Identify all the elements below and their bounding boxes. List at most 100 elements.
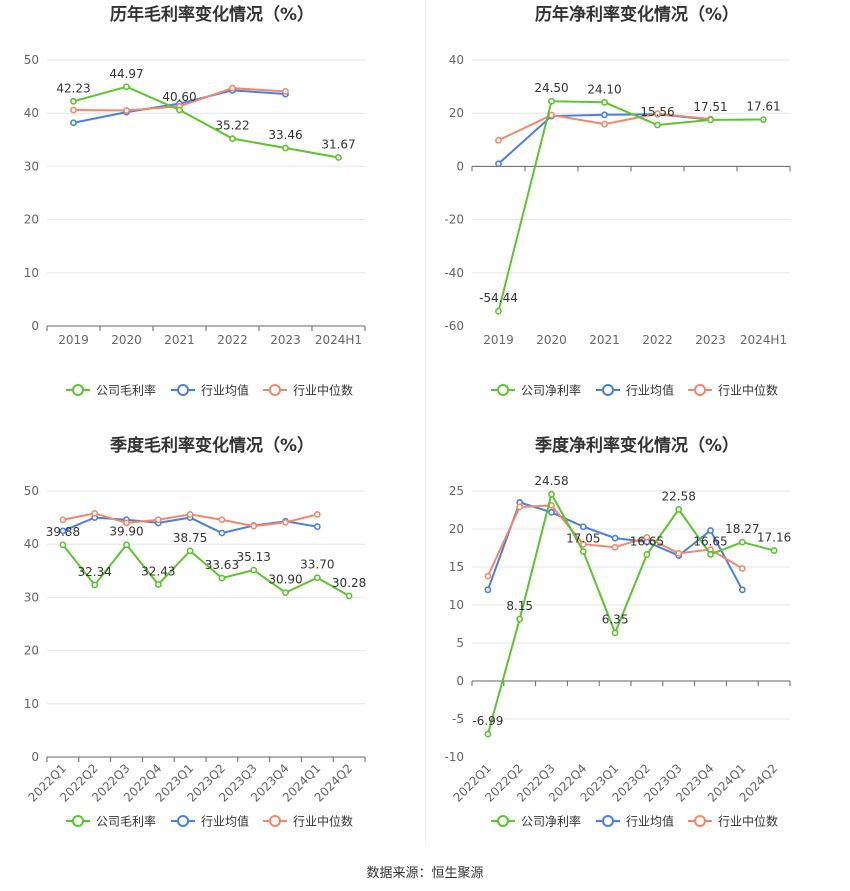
legend-marker	[269, 815, 281, 827]
data-point-company	[548, 97, 555, 105]
data-point-company	[91, 581, 99, 589]
legend-item-company: 公司净利率	[491, 383, 581, 398]
data-point-median	[548, 111, 555, 119]
chart-quarterly-gross-svg: 季度毛利率变化情况（%）010203040502022Q12022Q22022Q…	[24, 435, 367, 829]
data-point-company	[484, 730, 492, 738]
data-point-median	[250, 522, 258, 530]
data-label: 39.90	[109, 525, 143, 539]
legend-label: 行业中位数	[718, 814, 778, 829]
y-tick-label: 5	[456, 636, 464, 650]
legend-marker	[602, 384, 614, 396]
data-label: 17.51	[693, 100, 727, 114]
data-point-company	[154, 581, 162, 588]
data-point-median	[601, 120, 608, 128]
y-tick-label: 40	[24, 106, 39, 120]
data-point-median	[516, 503, 524, 511]
data-point-median	[123, 519, 130, 527]
y-tick-label: 30	[24, 590, 39, 604]
data-point-company	[313, 574, 321, 582]
legend-marker	[72, 815, 84, 827]
data-point-company	[123, 83, 130, 91]
data-label: 40.60	[162, 90, 196, 104]
y-tick-label: 20	[24, 644, 39, 658]
legend-item-avg: 行业均值	[171, 814, 249, 829]
chart-annual-gross-svg: 历年毛利率变化情况（%） 0 10 20 30 40 50 2019 2020 2021 2022 2…	[24, 4, 366, 398]
chart-title: 季度净利率变化情况（%）	[535, 435, 739, 456]
data-point-avg	[707, 527, 714, 534]
data-point-median	[154, 516, 162, 524]
data-point-company	[516, 615, 524, 623]
legend-label: 行业均值	[626, 383, 674, 398]
data-label: 33.70	[300, 558, 334, 572]
chart-annual-net-svg: 历年净利率变化情况（%） -60 -40 -20 0 20 40 2019 2020 2021 20…	[444, 4, 791, 398]
data-point-median	[282, 518, 289, 526]
legend-item-company: 公司毛利率	[66, 814, 156, 829]
legend-label: 公司毛利率	[96, 383, 156, 398]
y-tick-label: -40	[444, 266, 464, 280]
data-point-median	[738, 565, 746, 572]
chart-quarterly-net-svg: 季度净利率变化情况（%）-10-505101520252022Q12022Q22…	[444, 435, 791, 829]
legend-label: 行业中位数	[293, 383, 353, 398]
legend-item-median: 行业中位数	[263, 814, 353, 829]
legend-item-avg: 行业均值	[171, 383, 249, 398]
legend-item-avg: 行业均值	[596, 383, 674, 398]
data-label: 17.61	[746, 100, 780, 114]
data-label: 8.15	[506, 599, 533, 613]
series-line-company	[497, 100, 764, 312]
data-point-company	[770, 547, 778, 554]
data-label: -54.44	[479, 291, 518, 305]
y-tick-label: 0	[456, 674, 464, 688]
legend-label: 行业中位数	[718, 383, 778, 398]
data-point-company	[548, 490, 555, 498]
data-point-company	[229, 135, 236, 143]
series-line-company	[486, 491, 775, 735]
data-point-company	[176, 106, 183, 114]
legend-item-company: 公司净利率	[491, 814, 581, 829]
legend-label: 行业中位数	[293, 814, 353, 829]
legend-item-median: 行业中位数	[688, 814, 778, 829]
x-tick-label: 2024H1	[740, 333, 787, 347]
legend-marker	[497, 815, 509, 827]
data-label: 24.58	[534, 474, 568, 488]
data-label: 35.22	[215, 119, 249, 133]
data-point-median	[186, 511, 194, 518]
chart-quarterly-net-margin: 季度净利率变化情况（%） -10 -5 0 5 10 15 20 25 2022Q1 2022Q2 2…	[425, 431, 850, 861]
data-point-company	[611, 629, 619, 637]
chart-annual-net-margin: 历年净利率变化情况（%） -60 -40 -20 0 20 40 2019 2020 2021 20…	[425, 0, 850, 430]
data-label: 17.16	[757, 531, 791, 545]
data-point-company	[675, 505, 683, 513]
y-tick-label: 10	[24, 266, 39, 280]
x-tick-label: 2022	[642, 333, 673, 347]
x-tick-label: 2019	[483, 333, 514, 347]
data-point-avg	[218, 529, 226, 537]
data-point-company	[579, 548, 587, 555]
chart-title: 季度毛利率变化情况（%）	[110, 435, 314, 456]
legend-label: 行业均值	[626, 814, 674, 829]
data-label: 16.65	[693, 534, 727, 548]
data-point-company	[282, 589, 289, 597]
series-line-company	[73, 85, 339, 159]
data-point-avg	[579, 523, 587, 531]
data-label: 24.50	[534, 81, 568, 95]
y-tick-label: 0	[456, 159, 464, 173]
data-label: 22.58	[662, 489, 696, 503]
data-point-avg	[313, 523, 321, 531]
data-point-median	[484, 572, 492, 580]
legend-marker	[177, 815, 189, 827]
x-tick-label: 2021	[589, 333, 620, 347]
data-label: 39.88	[46, 525, 80, 539]
legend-marker	[269, 384, 281, 396]
y-tick-label: 10	[449, 598, 464, 612]
y-tick-label: 40	[449, 53, 464, 67]
data-point-median	[282, 87, 289, 95]
data-point-company	[59, 541, 67, 549]
data-point-company	[707, 551, 714, 558]
x-tick-label: 2020	[111, 333, 142, 347]
data-point-company	[123, 541, 130, 549]
legend-marker	[602, 815, 614, 827]
legend-marker	[694, 384, 706, 396]
data-point-median	[675, 549, 683, 557]
data-point-company	[186, 547, 194, 555]
y-tick-label: 20	[449, 106, 464, 120]
data-label: 15.56	[640, 105, 674, 119]
